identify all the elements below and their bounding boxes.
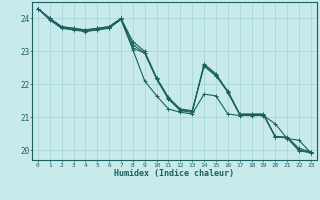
X-axis label: Humidex (Indice chaleur): Humidex (Indice chaleur) [115, 169, 234, 178]
